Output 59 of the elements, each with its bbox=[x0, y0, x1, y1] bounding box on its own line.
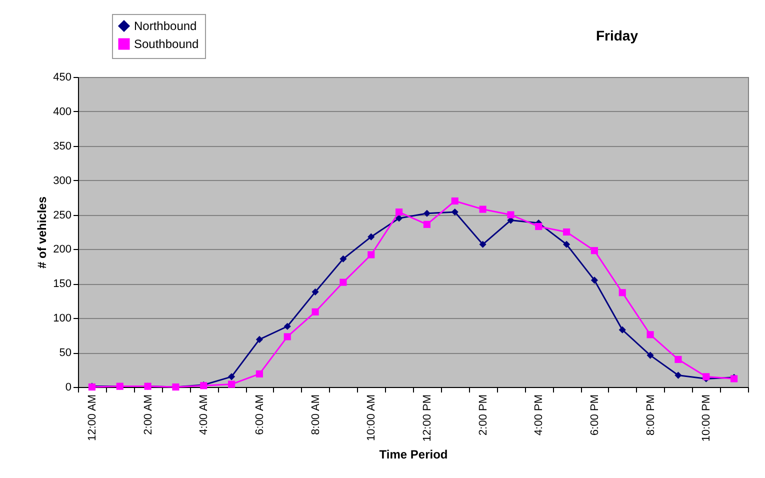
x-axis-title: Time Period bbox=[379, 448, 448, 462]
point bbox=[284, 322, 291, 330]
y-tick-label: 200 bbox=[53, 244, 72, 256]
point bbox=[228, 380, 236, 388]
point bbox=[340, 255, 347, 262]
point bbox=[618, 326, 626, 334]
point bbox=[646, 352, 654, 359]
point bbox=[396, 214, 403, 222]
point bbox=[646, 331, 654, 338]
point bbox=[479, 206, 486, 213]
legend-label: Northbound bbox=[134, 19, 197, 33]
point bbox=[256, 336, 263, 344]
point bbox=[284, 333, 291, 340]
point bbox=[479, 240, 486, 248]
point bbox=[535, 222, 542, 230]
point bbox=[368, 251, 375, 258]
x-tick-label: 2:00 AM bbox=[142, 394, 154, 435]
y-tick-label: 50 bbox=[59, 347, 72, 360]
point bbox=[590, 276, 598, 284]
x-tick-label: 10:00 PM bbox=[700, 394, 713, 442]
y-tick-label: 150 bbox=[53, 278, 72, 290]
y-axis-title: # of vehicles bbox=[35, 196, 50, 269]
x-tick-label: 8:00 PM bbox=[644, 394, 657, 436]
x-tick-label: 6:00 AM bbox=[254, 394, 266, 435]
point bbox=[674, 372, 682, 379]
x-tick-label: 4:00 PM bbox=[533, 394, 546, 436]
point bbox=[451, 208, 458, 216]
y-tick-label: 400 bbox=[53, 106, 72, 118]
x-tick-label: 4:00 AM bbox=[198, 394, 210, 435]
point bbox=[312, 308, 319, 316]
y-tick-label: 300 bbox=[53, 174, 72, 187]
y-tick-label: 250 bbox=[53, 209, 72, 222]
point bbox=[340, 278, 347, 286]
point bbox=[396, 208, 403, 216]
point bbox=[423, 220, 430, 228]
point bbox=[312, 288, 319, 296]
point bbox=[590, 247, 598, 254]
x-tick-label: 6:00 PM bbox=[588, 394, 601, 436]
point bbox=[674, 356, 682, 363]
point bbox=[451, 197, 458, 205]
x-tick-label: 12:00 PM bbox=[421, 394, 434, 442]
chart-title: Friday bbox=[596, 28, 638, 44]
point bbox=[618, 289, 626, 296]
x-tick-label: 12:00 AM bbox=[86, 394, 98, 441]
y-tick-label: 0 bbox=[65, 382, 72, 394]
point bbox=[228, 373, 236, 380]
y-tick-label: 350 bbox=[53, 140, 72, 152]
point bbox=[507, 211, 514, 218]
point bbox=[368, 233, 375, 240]
point bbox=[423, 210, 430, 217]
x-tick-label: 10:00 AM bbox=[366, 394, 378, 441]
point bbox=[563, 228, 570, 236]
point bbox=[563, 240, 570, 248]
y-tick-label: 450 bbox=[53, 72, 72, 84]
x-tick-label: 8:00 AM bbox=[310, 394, 322, 435]
legend-label: Southbound bbox=[134, 37, 199, 51]
x-tick-label: 2:00 PM bbox=[477, 394, 490, 436]
point bbox=[256, 370, 263, 378]
y-tick-label: 100 bbox=[53, 312, 72, 325]
